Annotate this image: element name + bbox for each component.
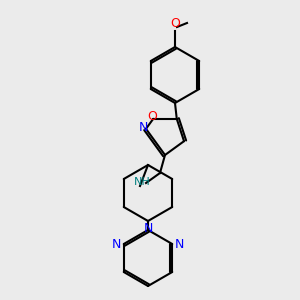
Text: NH: NH [134,177,150,187]
Text: O: O [147,110,157,123]
Text: N: N [175,238,184,250]
Text: N: N [111,238,121,250]
Text: N: N [143,222,153,235]
Text: N: N [138,121,148,134]
Text: O: O [170,17,180,30]
